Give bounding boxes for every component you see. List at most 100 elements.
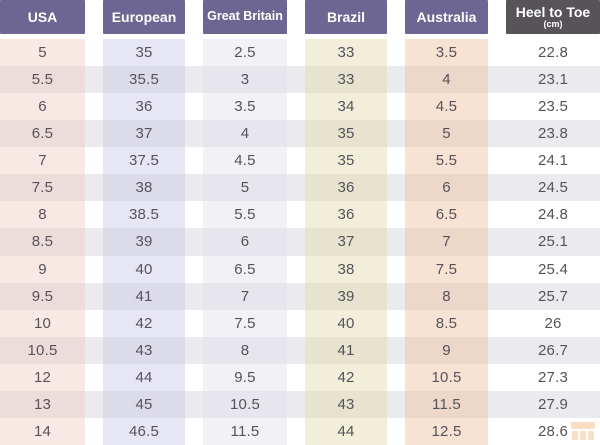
table-cell: 5.5: [203, 201, 287, 229]
table-cell: 9.5: [203, 363, 287, 391]
table-cell: 7.5: [203, 309, 287, 337]
table-cell: 27.9: [538, 395, 568, 413]
table-cell: 37: [305, 228, 387, 256]
table-cell: 44: [305, 417, 387, 445]
table-row: 7.5 38 5 36 6 24.5: [0, 174, 600, 202]
table-cell: 36: [305, 174, 387, 202]
table-cell: 5: [0, 39, 85, 67]
table-cell: 38.5: [103, 201, 185, 229]
table-row: 5.5 35.5 3 33 4 23.1: [0, 66, 600, 94]
table-cell: 23.1: [538, 71, 568, 89]
table-cell: 8: [203, 336, 287, 364]
table-cell: 43: [305, 390, 387, 418]
table-cell: 11.5: [405, 390, 488, 418]
table-cell: 5: [203, 174, 287, 202]
table-row: 10 42 7.5 40 8.5 26: [0, 309, 600, 337]
table-cell: 27.3: [506, 363, 600, 391]
table-cell: 22.8: [506, 39, 600, 67]
table-cell: 5.5: [405, 147, 488, 175]
table-cell: 10.5: [0, 336, 85, 364]
table-cell: 4.5: [405, 93, 488, 121]
table-cell: 6.5: [0, 120, 85, 148]
table-cell: 4: [405, 66, 488, 94]
table-cell: 8: [405, 282, 488, 310]
table-row: 8.5 39 6 37 7 25.1: [0, 228, 600, 256]
table-row: 8 38.5 5.5 36 6.5 24.8: [0, 201, 600, 229]
table-cell: 3.5: [203, 93, 287, 121]
table-cell: 7.5: [0, 174, 85, 202]
table-cell: 13: [0, 390, 85, 418]
table-cell: 38: [103, 174, 185, 202]
column-header-label: Australia: [416, 8, 477, 25]
table-row: 9 40 6.5 38 7.5 25.4: [0, 255, 600, 283]
table-cell: 45: [103, 390, 185, 418]
table-cell: 34: [305, 93, 387, 121]
column-header-label: Heel to Toe: [515, 3, 591, 20]
table-cell: 9.5: [0, 282, 85, 310]
table-cell: 23.5: [506, 93, 600, 121]
column-header-label: European: [111, 8, 177, 25]
table-cell: 41: [103, 282, 185, 310]
table-cell: 40: [103, 255, 185, 283]
table-row: 6 36 3.5 34 4.5 23.5: [0, 93, 600, 121]
table-cell: 5.5: [0, 66, 85, 94]
table-row: 6.5 37 4 35 5 23.8: [0, 120, 600, 148]
column-header-label: Great Britain: [207, 9, 283, 24]
table-cell: 36: [103, 93, 185, 121]
table-cell: 26.7: [538, 341, 568, 359]
table-cell: 12.5: [405, 417, 488, 445]
table-cell: 8: [0, 201, 85, 229]
table-cell: 23.8: [538, 125, 568, 143]
column-header-australia: Australia: [405, 0, 488, 34]
table-cell: 36: [305, 201, 387, 229]
table-cell: 2.5: [203, 39, 287, 67]
table-cell: 35.5: [103, 66, 185, 94]
table-cell: 33: [305, 39, 387, 67]
table-body: 5 35 2.5 33 3.5 22.8 5.5 35.5 3 33 4 23.1 6 36 3.5 34 4.…: [0, 39, 600, 445]
table-cell: 24.5: [538, 179, 568, 197]
table-row: 12 44 9.5 42 10.5 27.3: [0, 363, 600, 391]
column-header-unit-label: (cm): [543, 18, 563, 29]
table-cell: 25.4: [506, 255, 600, 283]
table-cell: 6: [405, 174, 488, 202]
table-cell: 9: [405, 336, 488, 364]
table-cell: 8.5: [0, 228, 85, 256]
table-cell: 28.6: [506, 417, 600, 445]
table-cell: 6.5: [203, 255, 287, 283]
table-cell: 7: [203, 282, 287, 310]
column-header-label: USA: [27, 8, 58, 25]
table-cell: 42: [103, 309, 185, 337]
table-cell: 5: [405, 120, 488, 148]
table-cell: 7: [0, 147, 85, 175]
table-cell: 7: [405, 228, 488, 256]
table-cell: 6: [0, 93, 85, 121]
table-cell: 35: [103, 39, 185, 67]
table-cell: 40: [305, 309, 387, 337]
table-row: 7 37.5 4.5 35 5.5 24.1: [0, 147, 600, 175]
table-cell: 43: [103, 336, 185, 364]
table-cell: 24.1: [506, 147, 600, 175]
table-cell: 6.5: [405, 201, 488, 229]
column-header-usa: USA: [0, 0, 85, 34]
column-header-european: European: [103, 0, 185, 34]
table-cell: 10: [0, 309, 85, 337]
table-cell: 9: [0, 255, 85, 283]
table-cell: 4: [203, 120, 287, 148]
column-header-great-britain: Great Britain: [203, 0, 287, 34]
table-row: 13 45 10.5 43 11.5 27.9: [0, 390, 600, 418]
table-cell: 38: [305, 255, 387, 283]
table-cell: 37.5: [103, 147, 185, 175]
table-cell: 37: [103, 120, 185, 148]
table-row: 5 35 2.5 33 3.5 22.8: [0, 39, 600, 67]
column-header-heel-to-toe: Heel to Toe (cm): [506, 0, 600, 34]
table-cell: 26: [506, 309, 600, 337]
table-cell: 39: [103, 228, 185, 256]
table-cell: 11.5: [203, 417, 287, 445]
table-cell: 14: [0, 417, 85, 445]
table-cell: 25.7: [538, 287, 568, 305]
table-cell: 7.5: [405, 255, 488, 283]
table-cell: 42: [305, 363, 387, 391]
table-cell: 44: [103, 363, 185, 391]
table-cell: 33: [305, 66, 387, 94]
